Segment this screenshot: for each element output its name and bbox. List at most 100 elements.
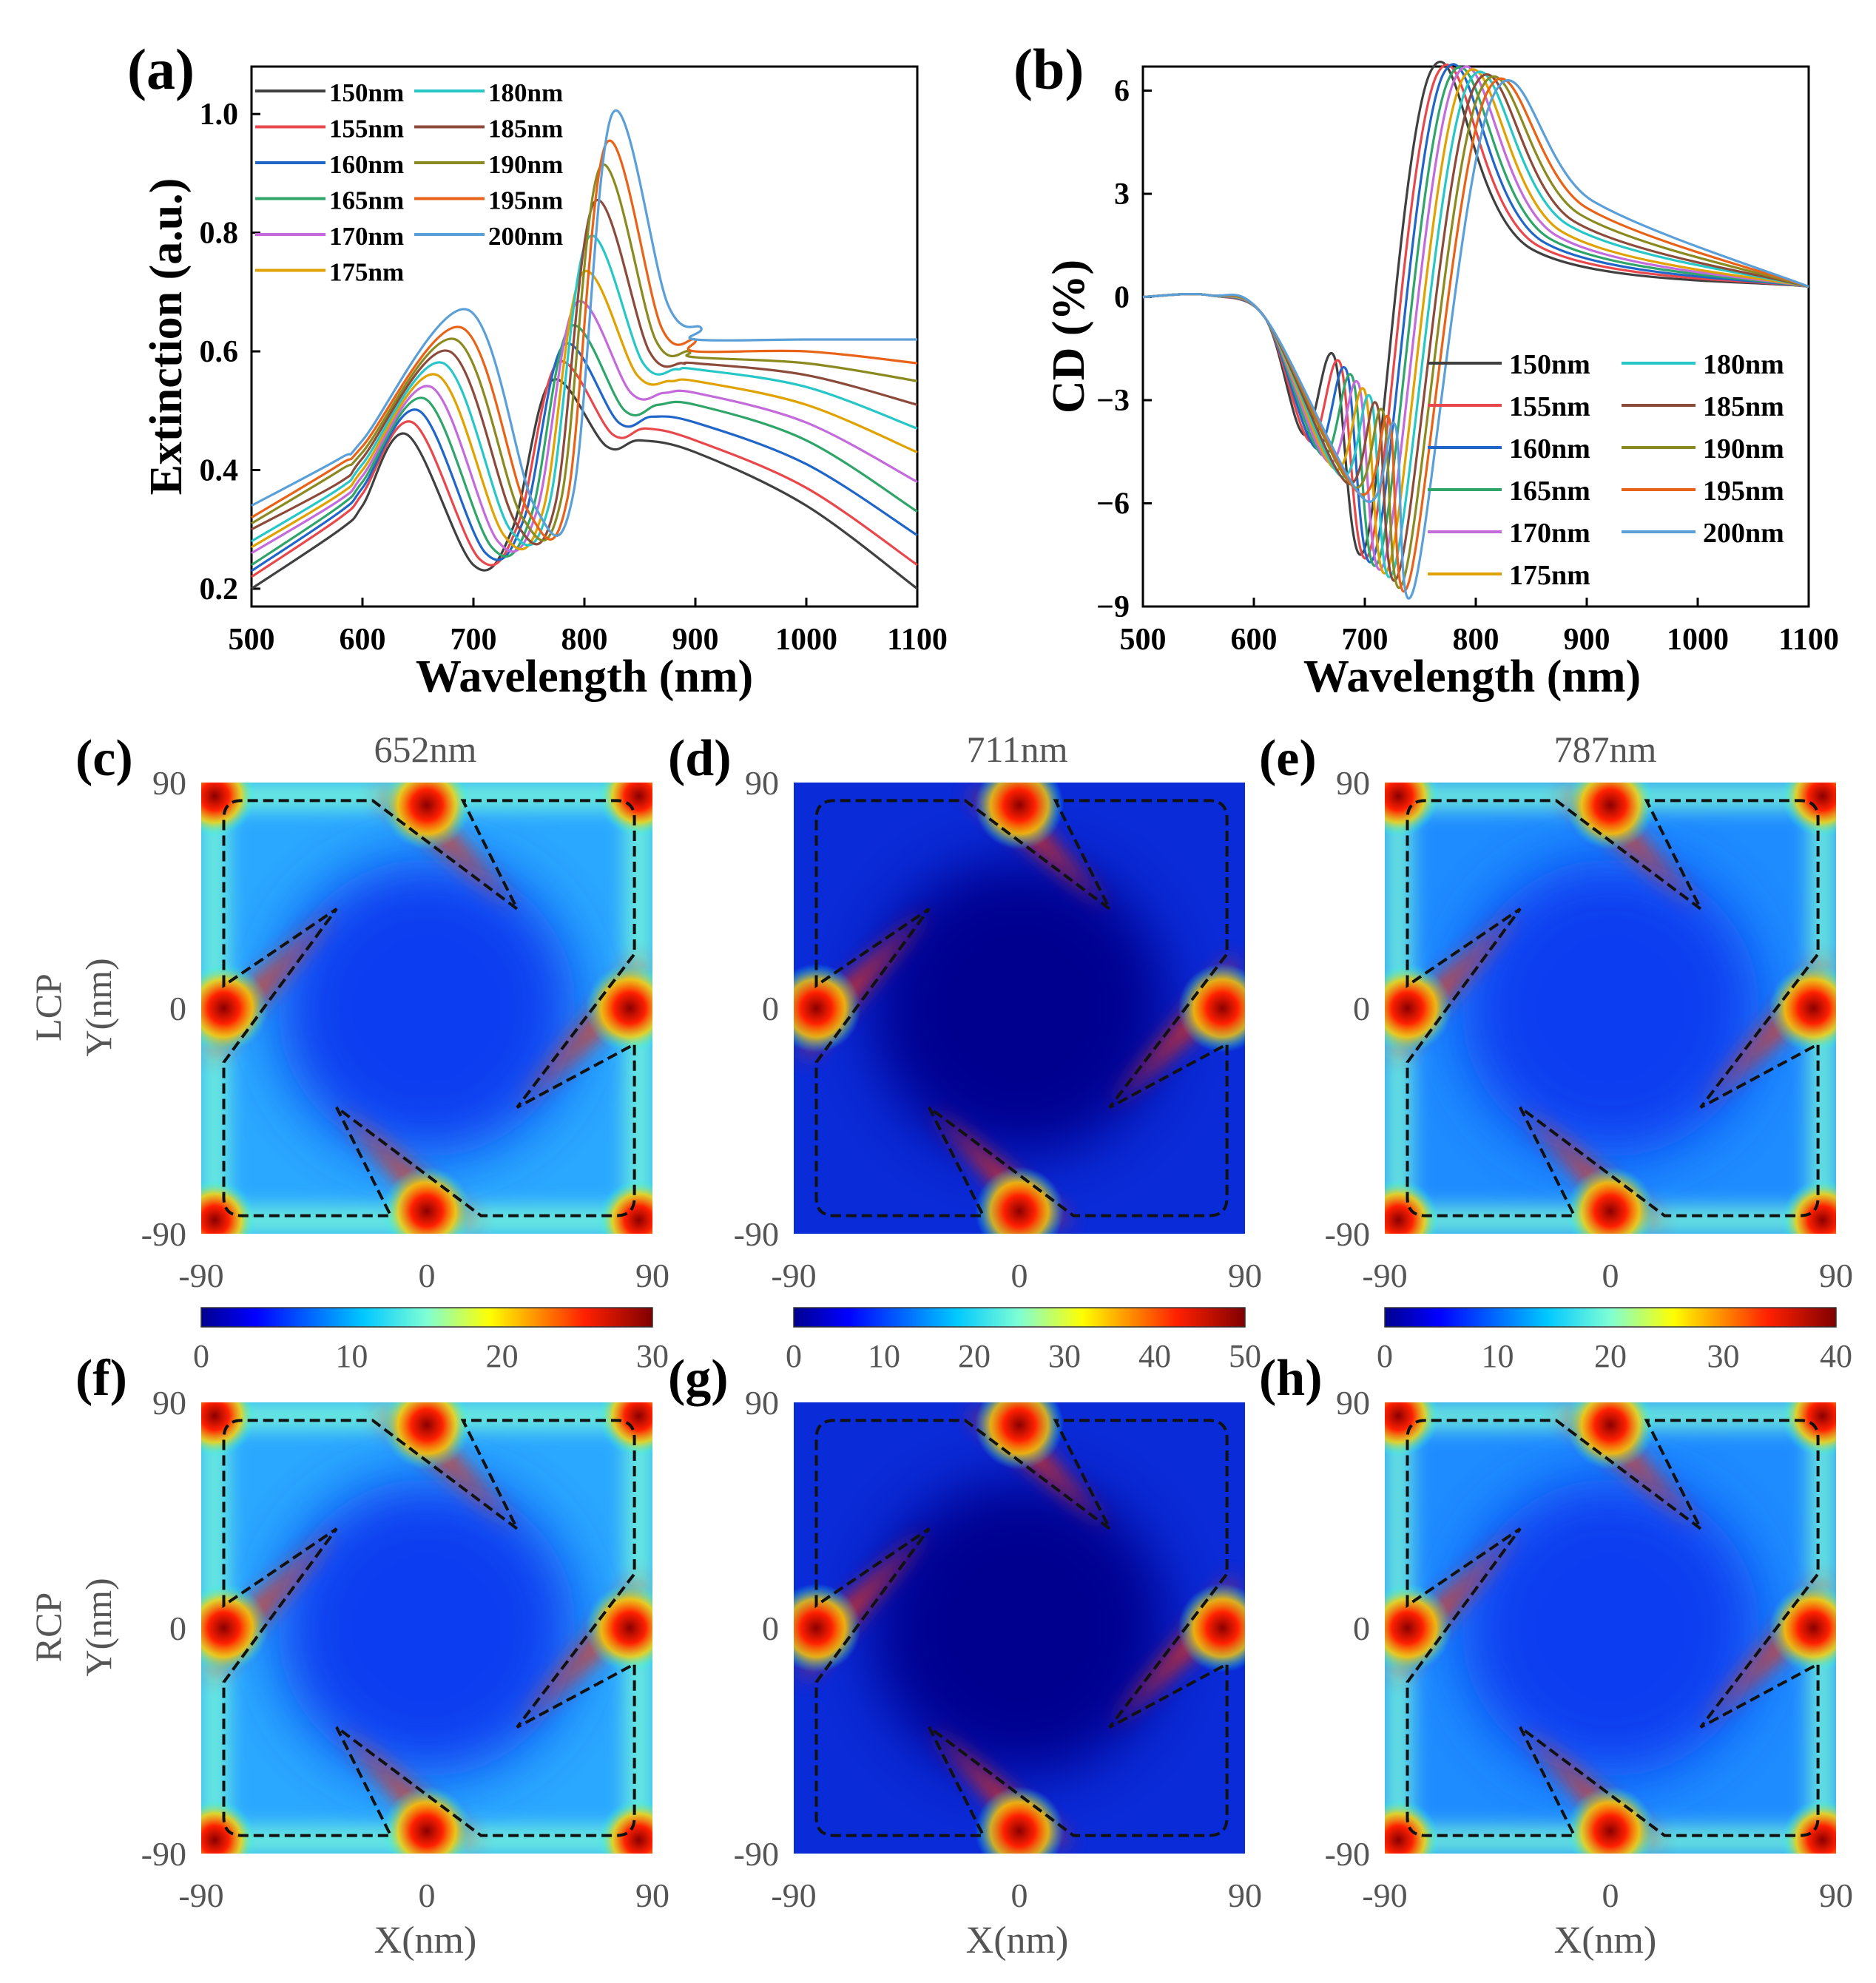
hotspot	[794, 1584, 861, 1672]
hotspot	[1385, 783, 1440, 837]
series-line-150nm	[251, 378, 918, 590]
x-axis-label-b: Wavelength (nm)	[1303, 652, 1641, 702]
field-map	[1385, 783, 1836, 1234]
y-tick-label-b: 0	[1114, 281, 1130, 315]
legend-label-b: 200nm	[1703, 518, 1784, 549]
series-line-190nm	[251, 163, 918, 542]
field-center	[277, 859, 576, 1158]
map-y-tick-label: 0	[1353, 1609, 1370, 1647]
structure-outline	[1406, 1419, 1820, 1837]
wavelength-header-d: 711nm	[966, 729, 1067, 770]
legend-label-b: 175nm	[1509, 560, 1590, 591]
hot-region	[1701, 1573, 1827, 1728]
y-tick-label-a: 0.6	[200, 335, 239, 369]
map-y-tick-label: -90	[1325, 1835, 1370, 1873]
map-y-tick-label: 0	[169, 990, 186, 1027]
hot-region	[803, 1528, 929, 1683]
map-y-tick-label: -90	[141, 1215, 186, 1253]
map-x-tick-label: 90	[1819, 1876, 1853, 1914]
colorbar-tick-label: 10	[335, 1338, 368, 1374]
hotspot	[1385, 1179, 1440, 1234]
legend-label-a: 165nm	[329, 186, 404, 215]
axis-ticks-a: 500 600 700 800 900 1000 1100 0.2 0.4 0.6 0.8 1.0	[200, 98, 948, 657]
hotspot	[585, 964, 652, 1053]
map-x-tick-label: -90	[1362, 1257, 1407, 1294]
colorbar-tick-label: 0	[786, 1338, 802, 1374]
field-center	[1461, 859, 1760, 1158]
panel-label: (f)	[75, 1350, 127, 1407]
series-line-160nm	[251, 342, 918, 572]
legend-label-b: 185nm	[1703, 391, 1784, 422]
y-label-row2: Y(nm)	[78, 1578, 119, 1676]
map-y-tick-label: 90	[1336, 764, 1370, 802]
x-label-col3: X(nm)	[1554, 1919, 1657, 1962]
hotspot	[1781, 1179, 1836, 1234]
colorbar	[200, 1307, 653, 1328]
map-x-tick-label: 0	[1602, 1876, 1619, 1914]
map-x-tick-label: -90	[771, 1257, 816, 1294]
hotspot	[585, 1584, 652, 1672]
map-x-tick-label: 0	[1011, 1257, 1028, 1294]
field-center	[277, 1479, 576, 1777]
series-lines-a	[251, 109, 918, 590]
x-tick-label-b: 800	[1453, 623, 1499, 657]
hotspot	[975, 1402, 1064, 1470]
field-center	[870, 859, 1169, 1158]
hotspot	[201, 964, 269, 1053]
map-panel-c: (c) -90 0 90 90 0 -90 0 10 20 30	[75, 730, 669, 1374]
x-tick-label-b: 1000	[1667, 623, 1729, 657]
y-axis-label-b: CD (%)	[1044, 260, 1094, 413]
legend-label-a: 185nm	[488, 115, 563, 143]
row-label-lcp: LCP	[27, 973, 69, 1041]
hotspot	[382, 1786, 471, 1854]
y-tick-label-a: 0.4	[200, 453, 239, 487]
series-lines-b	[1142, 61, 1809, 600]
map-x-tick-label: -90	[178, 1876, 223, 1914]
wavelength-header-c: 652nm	[374, 729, 477, 770]
panel-b: (b) 500 600 700 800 900 1000 1100 6 3 0 −3 −6 −9 150…	[1013, 37, 1839, 702]
legend-label-a: 180nm	[488, 78, 563, 107]
map-x-tick-label: 0	[419, 1257, 436, 1294]
map-y-tick-label: 90	[152, 1384, 186, 1422]
colorbar-tick-label: 50	[1229, 1338, 1261, 1374]
colorbar	[793, 1307, 1246, 1328]
map-y-tick-label: 0	[762, 1609, 779, 1647]
structure-outline	[814, 1419, 1229, 1837]
map-y-tick-label: -90	[1325, 1215, 1370, 1253]
x-tick-label-a: 800	[561, 623, 608, 657]
x-tick-label-b: 600	[1231, 623, 1278, 657]
y-tick-label-a: 0.2	[200, 572, 239, 607]
hotspot	[1385, 1799, 1440, 1854]
series-line-180nm	[251, 234, 918, 547]
x-axis-label-a: Wavelength (nm)	[416, 652, 753, 702]
legend-label-a: 160nm	[329, 150, 404, 179]
legend-label-b: 160nm	[1509, 433, 1590, 464]
hotspot	[1566, 783, 1655, 850]
field-map	[794, 783, 1245, 1234]
map-x-tick-label: 0	[419, 1876, 436, 1914]
map-x-tick-label: -90	[1362, 1876, 1407, 1914]
legend-label-a: 175nm	[329, 258, 404, 287]
hot-region	[517, 1573, 644, 1728]
row-label-rcp: RCP	[27, 1592, 69, 1663]
legend-label-a: 200nm	[488, 222, 563, 251]
hotspot	[201, 783, 256, 837]
legend-label-a: 170nm	[329, 222, 404, 251]
colorbar-tick-label: 40	[1820, 1338, 1852, 1374]
x-tick-label-b: 900	[1564, 623, 1610, 657]
hotspot	[201, 1179, 256, 1234]
map-x-tick-label: -90	[771, 1876, 816, 1914]
field-map	[794, 1402, 1245, 1854]
colorbar-tick-label: 0	[1377, 1338, 1393, 1374]
hotspot	[1769, 964, 1836, 1053]
map-x-tick-label: 90	[1228, 1257, 1262, 1294]
x-label-col2: X(nm)	[966, 1919, 1069, 1962]
panel-label: (d)	[668, 730, 732, 787]
legend-b: 150nm 155nm 160nm 165nm 170nm 175nm 180nm 185nm…	[1428, 349, 1784, 591]
field-center	[1461, 1479, 1760, 1777]
hotspot	[598, 1799, 652, 1854]
hot-region	[372, 791, 517, 909]
map-x-tick-label: 0	[1011, 1876, 1028, 1914]
series-line-185nm	[251, 199, 918, 546]
